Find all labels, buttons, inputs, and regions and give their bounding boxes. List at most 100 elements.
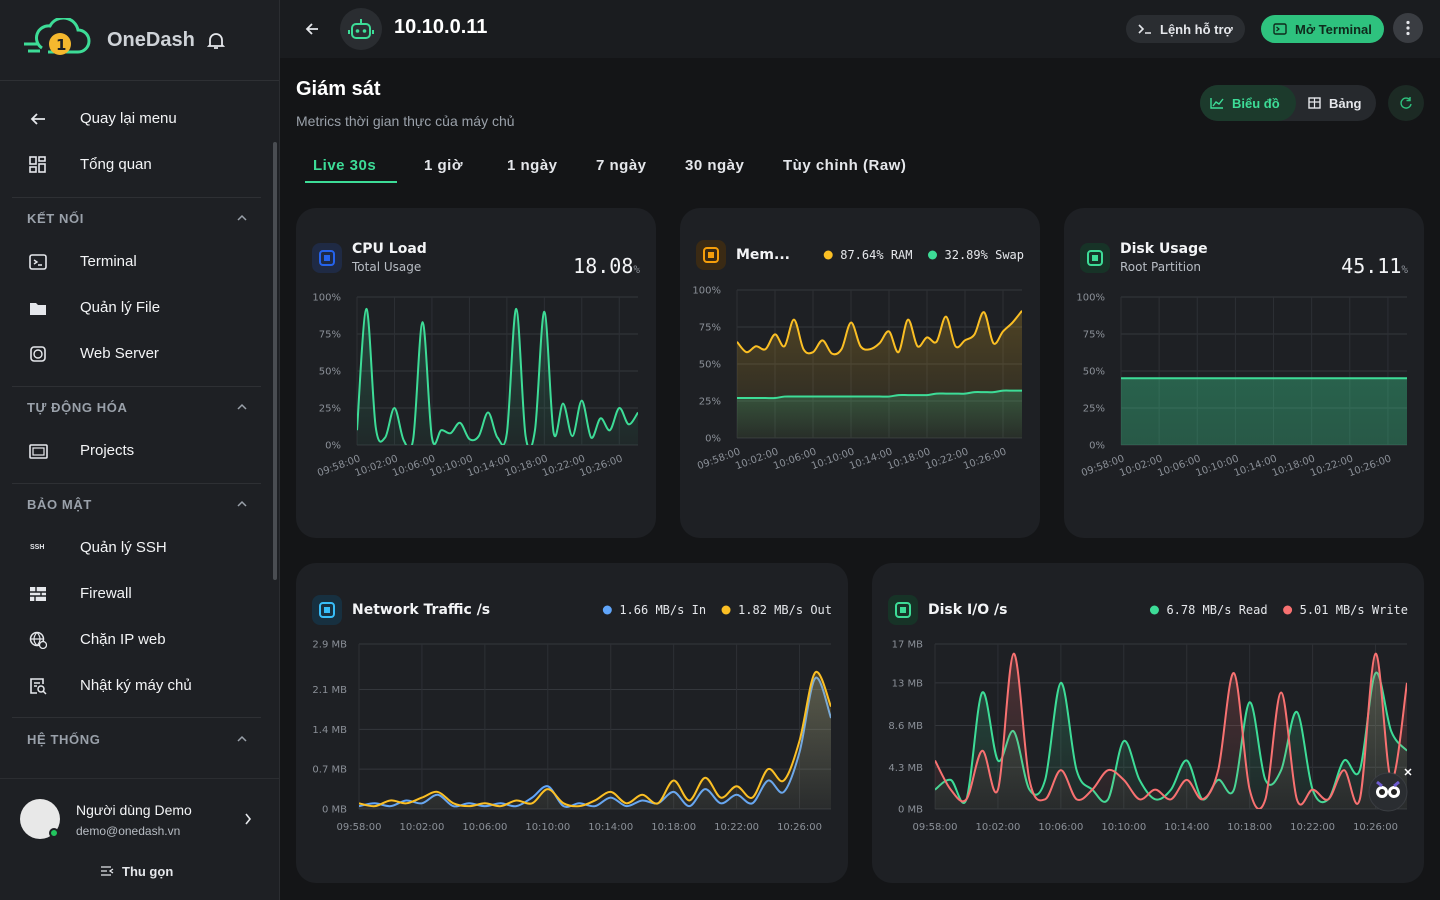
y-tick-label: 4.3 MB	[888, 763, 923, 774]
kebab-icon	[1406, 20, 1410, 36]
scrollbar[interactable]	[273, 142, 277, 580]
chart-body: Disk I/O /s 5.01 MB/s Write 6.78 MB/s Read…	[888, 595, 1408, 833]
support-button[interactable]: Lệnh hỗ trợ	[1126, 15, 1245, 43]
menu-item[interactable]: Web Server	[80, 345, 159, 362]
value-number: 45.11	[1341, 254, 1401, 278]
menu-item[interactable]: Quản lý File	[80, 299, 161, 316]
section-title[interactable]: HỆ THỐNG	[27, 732, 101, 747]
back-button[interactable]	[305, 22, 319, 36]
range-tab[interactable]: 30 ngày	[685, 157, 745, 174]
menu-item[interactable]: Nhật ký máy chủ	[80, 677, 192, 694]
host-name: 10.10.0.11	[394, 16, 488, 38]
menu-item[interactable]: Chặn IP web	[80, 631, 166, 648]
legend-dot	[823, 250, 833, 260]
chart-title: CPU Load	[352, 241, 427, 257]
table-view-button[interactable]: Bảng	[1296, 85, 1374, 121]
line	[359, 671, 831, 808]
x-tick-label: 09:58:00	[1080, 453, 1126, 479]
y-tick-label: 8.6 MB	[888, 721, 923, 732]
legend-entry: 87.64% RAM	[840, 248, 912, 262]
menu-item[interactable]: Firewall	[80, 585, 132, 602]
chart-view-button[interactable]: Biểu đồ	[1200, 85, 1296, 121]
chart-icon-glyph	[1087, 250, 1103, 266]
y-tick-label: 1.4 MB	[312, 725, 347, 736]
menu-item[interactable]: Quay lại menu	[80, 110, 177, 127]
legend-name: Read	[1239, 603, 1268, 617]
chart-icon-glyph	[895, 602, 911, 618]
svg-text:1: 1	[56, 36, 66, 54]
divider	[12, 197, 261, 198]
refresh-button[interactable]	[1388, 85, 1424, 121]
range-tab[interactable]: Tùy chỉnh (Raw)	[783, 157, 907, 174]
status-dot	[49, 828, 59, 838]
chart-title: Disk I/O /s	[928, 602, 1007, 618]
legend-name: Swap	[995, 248, 1024, 262]
user-panel: Người dùng Demo demo@onedash.vn Thu gọn	[0, 778, 279, 900]
firewall-icon	[30, 587, 46, 601]
log-icon	[30, 678, 47, 695]
range-tab[interactable]: 1 ngày	[507, 157, 558, 174]
x-tick-label: 10:06:00	[462, 822, 507, 833]
y-tick-label: 2.9 MB	[312, 640, 347, 651]
y-tick-label: 25%	[319, 404, 341, 415]
prompt-icon	[1138, 24, 1151, 34]
legend-value: 1.82 MB/s	[738, 603, 803, 617]
range-tab[interactable]: Live 30s	[313, 157, 377, 174]
range-tab[interactable]: 7 ngày	[596, 157, 647, 174]
ssh-badge: SSH	[30, 544, 45, 551]
x-tick-label: 10:14:00	[848, 446, 894, 472]
projects-icon	[29, 444, 48, 459]
legend-value: 5.01 MB/s	[1300, 603, 1365, 617]
y-tick-label: 17 MB	[892, 640, 924, 651]
menu-item[interactable]: Terminal	[80, 253, 137, 270]
x-tick-label: 10:02:00	[734, 446, 780, 472]
legend-name: Write	[1372, 603, 1408, 617]
chevron	[237, 735, 247, 742]
x-tick-label: 10:10:00	[1194, 453, 1240, 479]
current-value: 45.11%	[1341, 254, 1408, 278]
line	[737, 389, 1022, 400]
collapse-button[interactable]: Thu gọn	[122, 864, 174, 879]
y-tick-label: 13 MB	[892, 678, 924, 689]
legend-value: 87.64%	[840, 248, 884, 262]
x-tick-label: 10:14:00	[588, 822, 633, 833]
terminal-icon	[1273, 23, 1287, 35]
divider	[0, 80, 279, 81]
section-title[interactable]: TỰ ĐỘNG HÓA	[27, 400, 128, 415]
x-tick-label: 10:26:00	[578, 453, 624, 479]
chart-icon-core	[1092, 255, 1098, 261]
y-tick-label: 2.1 MB	[312, 685, 347, 696]
terminal-button[interactable]: Mở Terminal	[1261, 15, 1384, 43]
x-tick-label: 10:10:00	[525, 822, 570, 833]
chevron	[237, 500, 247, 507]
chevron-right[interactable]	[244, 813, 252, 825]
y-tick-label: 100%	[1076, 293, 1105, 304]
top-bar: 10.10.0.11 Lệnh hỗ trợ Mở Terminal	[280, 0, 1440, 58]
range-tab[interactable]: 1 giờ	[424, 157, 464, 174]
menu-item[interactable]: Quản lý SSH	[80, 539, 167, 556]
user-name[interactable]: Người dùng Demo	[76, 802, 192, 818]
notification-bell[interactable]	[207, 31, 225, 51]
more-button[interactable]	[1393, 13, 1423, 43]
legend-dot	[1283, 605, 1293, 615]
y-tick-label: 100%	[312, 293, 341, 304]
y-tick-label: 0.7 MB	[312, 765, 347, 776]
chart: Network Traffic /s 1.82 MB/s Out 1.66 MB/s…	[312, 595, 832, 833]
chart-icon-core	[708, 252, 714, 258]
chart-card: Disk I/O /s 5.01 MB/s Write 6.78 MB/s Read…	[872, 563, 1424, 883]
chart-icon-core	[324, 607, 330, 613]
section-title[interactable]: BẢO MẬT	[27, 497, 92, 512]
y-tick-label: 75%	[319, 330, 341, 341]
menu-item[interactable]: Projects	[80, 442, 135, 459]
y-tick-label: 0%	[1089, 441, 1105, 452]
legend-name: RAM	[891, 248, 913, 262]
value-unit: %	[1401, 263, 1408, 276]
assistant-widget[interactable]	[1368, 762, 1412, 820]
legend-dot	[602, 605, 612, 615]
chart: Disk I/O /s 5.01 MB/s Write 6.78 MB/s Read…	[888, 595, 1408, 833]
section-title[interactable]: KẾT NỐI	[27, 211, 84, 226]
menu-item[interactable]: Tổng quan	[80, 156, 152, 173]
x-tick-label: 10:10:00	[1101, 822, 1146, 833]
